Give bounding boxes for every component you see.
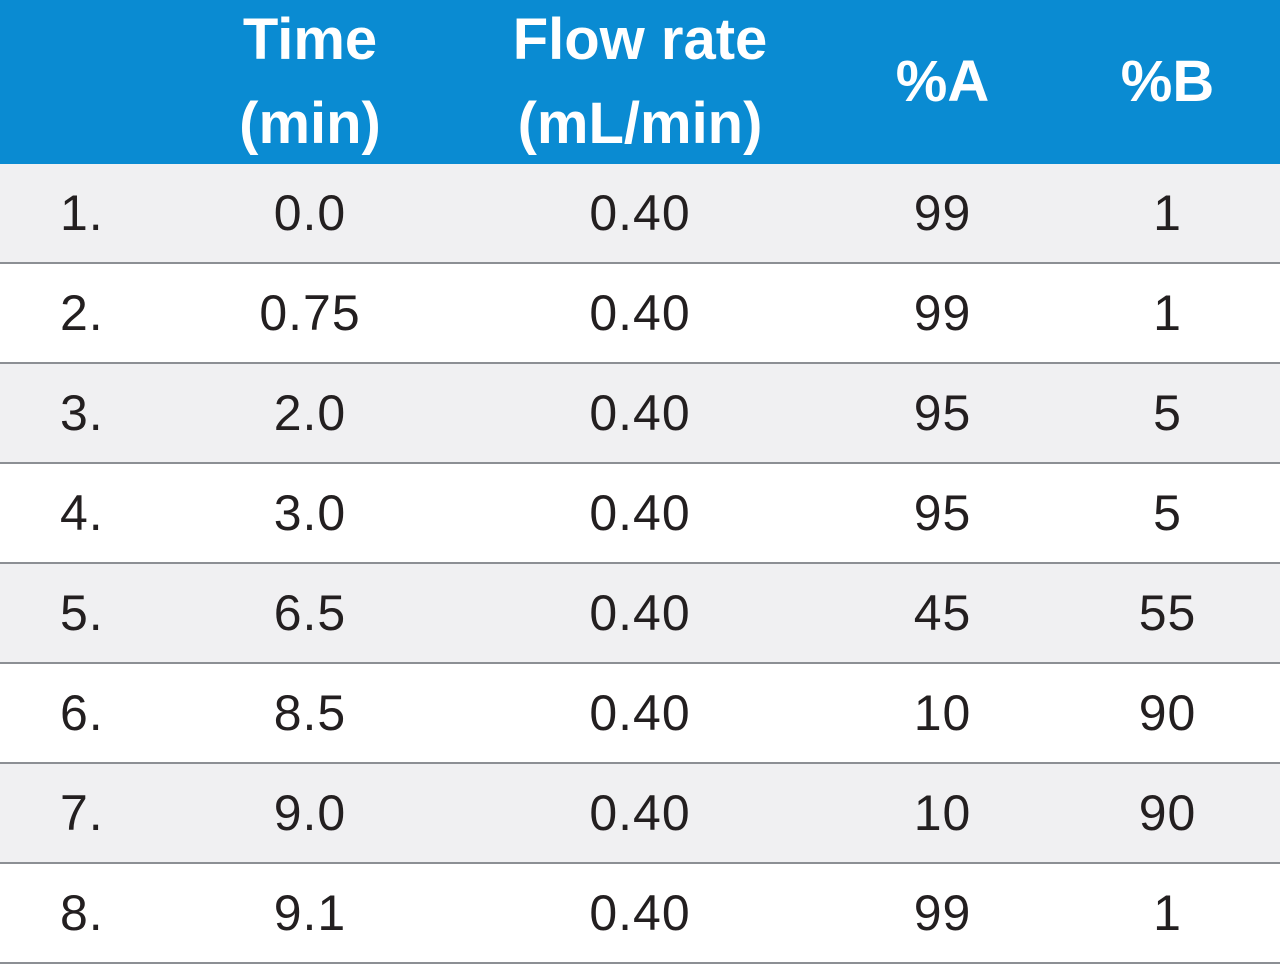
table-row: 6. 8.5 0.40 10 90 — [0, 664, 1280, 764]
percent-b-cell: 1 — [1153, 285, 1182, 341]
table-header: Time (min) Flow rate (mL/min) %A %B — [0, 0, 1280, 164]
percent-b-cell: 1 — [1153, 885, 1182, 941]
percent-a-cell: 10 — [913, 685, 972, 741]
time-cell: 9.0 — [273, 785, 347, 841]
header-flow-rate: Flow rate (mL/min) — [512, 7, 768, 156]
row-number-cell: 7. — [60, 785, 104, 841]
percent-b-cell: 55 — [1138, 585, 1197, 641]
row-number-cell: 6. — [60, 685, 104, 741]
percent-b-cell: 5 — [1153, 385, 1182, 441]
table-row: 3. 2.0 0.40 95 5 — [0, 364, 1280, 464]
time-cell: 0.0 — [273, 185, 347, 241]
row-number-cell: 1. — [60, 185, 104, 241]
flow-rate-cell: 0.40 — [589, 885, 691, 941]
percent-b-cell: 1 — [1153, 185, 1182, 241]
row-number-cell: 4. — [60, 485, 104, 541]
percent-a-cell: 45 — [913, 585, 972, 641]
percent-b-cell: 90 — [1138, 785, 1197, 841]
table-row: 4. 3.0 0.40 95 5 — [0, 464, 1280, 564]
header-percent-a: %A — [895, 49, 990, 114]
time-cell: 9.1 — [273, 885, 347, 941]
percent-a-cell: 10 — [913, 785, 972, 841]
percent-b-cell: 5 — [1153, 485, 1182, 541]
flow-rate-cell: 0.40 — [589, 485, 691, 541]
percent-a-cell: 99 — [913, 185, 972, 241]
flow-rate-cell: 0.40 — [589, 185, 691, 241]
row-number-cell: 8. — [60, 885, 104, 941]
time-cell: 6.5 — [273, 585, 347, 641]
time-cell: 0.75 — [259, 285, 361, 341]
flow-rate-cell: 0.40 — [589, 685, 691, 741]
percent-a-cell: 95 — [913, 385, 972, 441]
flow-rate-cell: 0.40 — [589, 285, 691, 341]
row-number-cell: 2. — [60, 285, 104, 341]
percent-b-cell: 90 — [1138, 685, 1197, 741]
row-number-cell: 3. — [60, 385, 104, 441]
percent-a-cell: 95 — [913, 485, 972, 541]
percent-a-cell: 99 — [913, 885, 972, 941]
flow-rate-cell: 0.40 — [589, 385, 691, 441]
table-row: 8. 9.1 0.40 99 1 — [0, 864, 1280, 964]
time-cell: 8.5 — [273, 685, 347, 741]
header-time: Time (min) — [239, 7, 381, 156]
table-row: 1. 0.0 0.40 99 1 — [0, 164, 1280, 264]
time-cell: 3.0 — [273, 485, 347, 541]
flow-rate-cell: 0.40 — [589, 585, 691, 641]
header-percent-b: %B — [1120, 49, 1215, 114]
table-row: 5. 6.5 0.40 45 55 — [0, 564, 1280, 664]
table-row: 2. 0.75 0.40 99 1 — [0, 264, 1280, 364]
percent-a-cell: 99 — [913, 285, 972, 341]
row-number-cell: 5. — [60, 585, 104, 641]
flow-rate-cell: 0.40 — [589, 785, 691, 841]
time-cell: 2.0 — [273, 385, 347, 441]
table-row: 7. 9.0 0.40 10 90 — [0, 764, 1280, 864]
